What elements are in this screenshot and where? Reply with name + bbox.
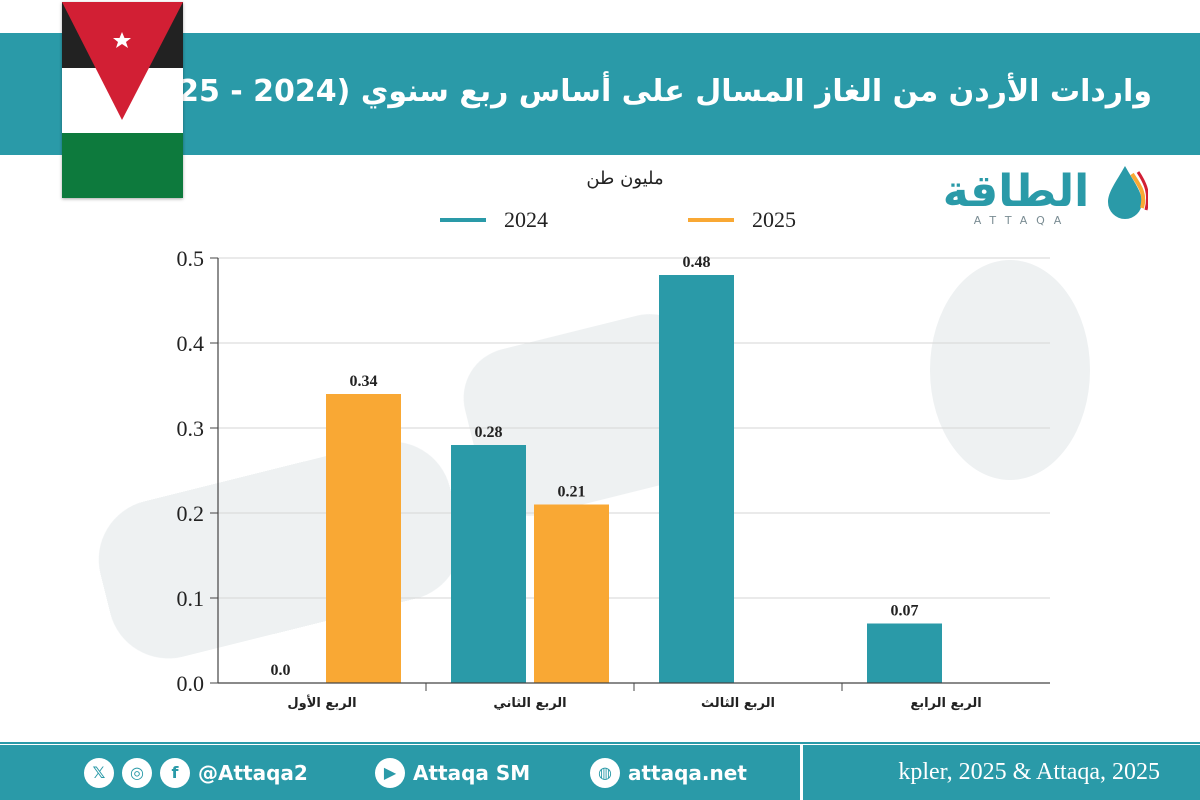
x-tick-label: الربع الثاني: [493, 696, 566, 711]
title-band: [0, 33, 1200, 155]
footer-separator: [800, 745, 803, 800]
axes: [210, 257, 1050, 691]
globe-icon: ◍: [590, 757, 620, 788]
bar-2024-q3: [659, 275, 734, 683]
logo-latin: ATTAQA: [973, 214, 1071, 227]
x-icon[interactable]: 𝕏: [84, 757, 114, 788]
y-tick-label: 0.5: [177, 246, 205, 271]
logo-wordmark: الطاقة: [942, 166, 1090, 217]
bar-2024-q4: [867, 623, 942, 683]
bar-value-label: 0.28: [475, 424, 503, 441]
source-text: kpler, 2025 & Attaqa, 2025: [898, 759, 1160, 785]
website-link[interactable]: ◍ attaqa.net: [590, 745, 747, 800]
bar-value-label: 0.48: [683, 254, 711, 271]
footer-divider: [0, 742, 1200, 744]
y-tick-label: 0.0: [177, 671, 205, 696]
bar-value-label: 0.34: [350, 373, 378, 390]
y-tick-label: 0.4: [177, 331, 205, 356]
bar-value-label: 0.07: [891, 603, 919, 620]
legend-item-2025: 2025: [688, 206, 796, 234]
bar-value-label: 0.21: [558, 484, 586, 501]
legend-item-2024: 2024: [440, 206, 548, 234]
social-links: 𝕏 ◎ f @Attaqa2: [84, 745, 308, 800]
facebook-icon[interactable]: f: [160, 757, 190, 788]
social-handle[interactable]: @Attaqa2: [198, 760, 308, 785]
y-tick-label: 0.2: [177, 501, 205, 526]
x-tick-label: الربع الرابع: [910, 696, 981, 711]
x-tick-label: الربع الثالث: [701, 696, 775, 711]
legend-label-2024: 2024: [504, 207, 548, 232]
tick-labels: 0.0 0.1 0.2 0.3 0.4 0.5 0.0 0.34 الربع الأول 0.28…: [177, 246, 982, 711]
unit-label: مليون طن: [586, 168, 664, 189]
youtube-link[interactable]: ▶ Attaqa SM: [375, 745, 530, 800]
gridlines: [218, 257, 1050, 599]
bar-2024-q2: [451, 445, 526, 683]
legend-swatch-2025: [688, 218, 734, 222]
y-tick-label: 0.1: [177, 586, 205, 611]
drop-icon: [1108, 166, 1148, 219]
youtube-handle: Attaqa SM: [413, 760, 531, 785]
bar-2025-q1: [326, 394, 401, 683]
legend-swatch-2024: [440, 218, 486, 222]
legend-label-2025: 2025: [752, 207, 796, 232]
bars: [326, 275, 942, 683]
website-url: attaqa.net: [628, 760, 747, 785]
youtube-icon: ▶: [375, 757, 405, 788]
instagram-icon[interactable]: ◎: [122, 757, 152, 788]
attaqa-logo: الطاقة ATTAQA: [930, 162, 1160, 240]
jordan-flag-icon: [62, 2, 183, 198]
bar-value-label: 0.0: [271, 662, 291, 679]
x-tick-label: الربع الأول: [287, 694, 356, 711]
y-tick-label: 0.3: [177, 416, 205, 441]
footer: 𝕏 ◎ f @Attaqa2 ▶ Attaqa SM ◍ attaqa.net …: [0, 745, 1200, 800]
bar-2025-q2: [534, 504, 609, 683]
